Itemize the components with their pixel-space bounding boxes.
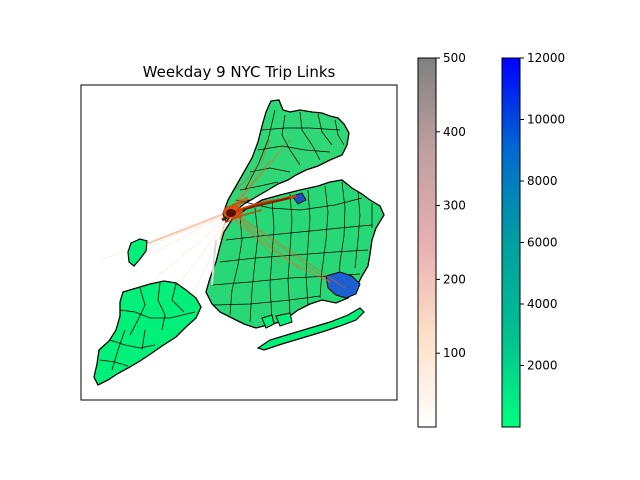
queens-brooklyn-zones bbox=[211, 181, 373, 323]
trips-tick-label: 300 bbox=[443, 199, 466, 213]
zone-count-tick-label: 6000 bbox=[527, 236, 558, 250]
zone-count-tick-label: 12000 bbox=[527, 51, 565, 65]
trips-tick-label: 200 bbox=[443, 272, 466, 286]
manhattan-zones bbox=[231, 109, 345, 206]
manhattan-bronx bbox=[222, 99, 350, 224]
jfk-hotspot bbox=[325, 271, 361, 299]
newark-zone bbox=[127, 238, 148, 267]
colorbar-trips-fill bbox=[417, 57, 437, 428]
trips-tick-label: 100 bbox=[443, 346, 466, 360]
staten-island bbox=[93, 280, 202, 386]
midtown-core bbox=[226, 209, 236, 217]
colorbar-zone-count-ticks: 2000 4000 6000 8000 10000 12000 bbox=[520, 51, 565, 373]
zone-count-tick-label: 10000 bbox=[527, 113, 565, 127]
rockaway bbox=[256, 307, 365, 351]
staten-island-zones bbox=[99, 282, 196, 371]
trips-tick-label: 400 bbox=[443, 125, 466, 139]
trip-links-faint bbox=[99, 119, 341, 321]
map-axes-frame bbox=[80, 84, 398, 401]
governors-island bbox=[261, 314, 275, 329]
hudson-river bbox=[211, 239, 217, 286]
colorbar-zone-count: 2000 4000 6000 8000 10000 12000 bbox=[501, 51, 565, 428]
map-panel[interactable] bbox=[81, 85, 397, 400]
zone-count-tick-label: 2000 bbox=[527, 359, 558, 373]
colorbar-trips-ticks: 100 200 300 400 500 bbox=[436, 51, 466, 360]
colorbar-zone-count-fill bbox=[501, 57, 521, 428]
coney-spit bbox=[275, 312, 293, 327]
trips-tick-label: 500 bbox=[443, 51, 466, 65]
zone-count-tick-label: 4000 bbox=[527, 297, 558, 311]
colorbar-trips: 100 200 300 400 500 bbox=[417, 51, 466, 428]
map-title: Weekday 9 NYC Trip Links bbox=[143, 63, 336, 81]
zone-count-tick-label: 8000 bbox=[527, 174, 558, 188]
